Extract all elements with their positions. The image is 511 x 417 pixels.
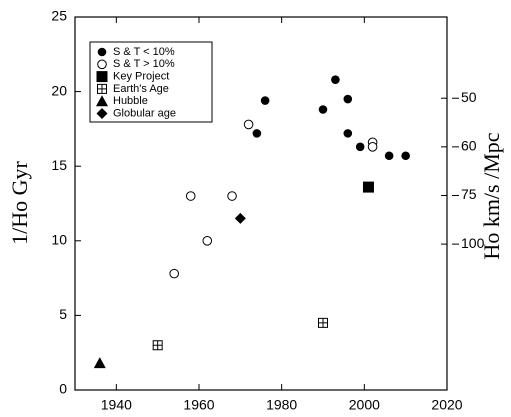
point (227, 191, 237, 201)
point (343, 129, 353, 138)
point (243, 119, 254, 130)
legend-label: S & T > 10% (113, 58, 175, 70)
legend-label: S & T < 10% (113, 46, 175, 58)
y-tick-label: 25 (51, 8, 67, 24)
y-tick-label: 0 (59, 381, 67, 397)
y2-tick-label: 75 (461, 186, 477, 202)
x-tick-label: 2000 (349, 397, 380, 413)
legend-marker (96, 71, 108, 83)
y-tick-label: 15 (51, 157, 67, 173)
point (93, 357, 106, 369)
point (401, 151, 410, 161)
legend-label: Key Project (113, 71, 169, 83)
y-tick-label: 5 (59, 306, 67, 322)
y2-axis-label: Ho km/s /Mpc (479, 132, 504, 259)
legend-box (89, 41, 213, 123)
point (384, 151, 394, 161)
y2-tick-label: 50 (461, 89, 477, 105)
x-tick-label: 1940 (101, 397, 132, 413)
point (362, 181, 374, 193)
x-tick-label: 1980 (266, 397, 297, 413)
y-tick-label: 10 (51, 232, 67, 248)
y2-tick-label: 60 (461, 138, 477, 154)
y-tick-label: 20 (51, 82, 67, 98)
point (367, 142, 378, 152)
point (185, 191, 196, 201)
legend-label: Globular age (113, 107, 176, 119)
point (202, 236, 213, 246)
y-axis-label: 1/Ho Gyr (7, 160, 32, 244)
y2-tick-label: 100 (461, 235, 485, 251)
legend-label: Hubble (113, 95, 148, 107)
legend-marker (97, 47, 107, 57)
point (169, 268, 179, 279)
x-tick-label: 2020 (431, 397, 462, 413)
point (355, 142, 365, 152)
point (234, 212, 246, 224)
legend-marker (97, 59, 107, 70)
legend-marker (96, 108, 108, 119)
legend-label: Earth's Age (113, 83, 169, 95)
point (252, 129, 262, 138)
point (260, 96, 270, 105)
legend-marker (96, 95, 108, 107)
x-tick-label: 1960 (183, 397, 214, 413)
point (318, 105, 328, 114)
plot-frame (74, 16, 448, 391)
point (331, 75, 340, 84)
point (343, 94, 353, 104)
